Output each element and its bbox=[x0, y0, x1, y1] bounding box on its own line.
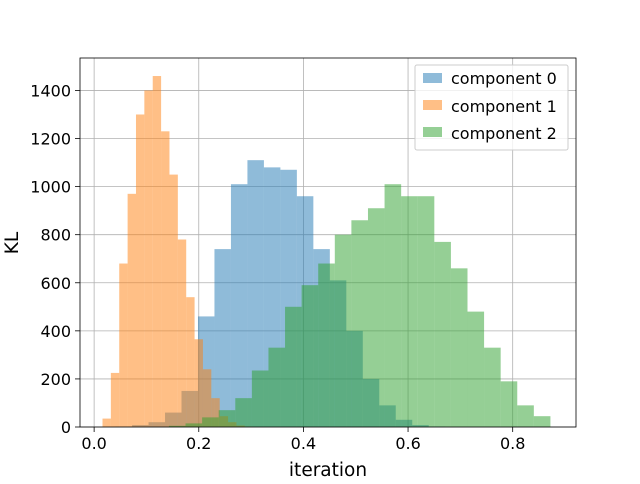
bar-component-2-bin-4 bbox=[235, 398, 252, 427]
legend-label-component-1: component 1 bbox=[451, 97, 557, 116]
bar-component-1-bin-6 bbox=[153, 76, 161, 427]
x-axis-label: iteration bbox=[289, 460, 367, 480]
legend-label-component-0: component 0 bbox=[451, 69, 557, 88]
bar-component-2-bin-2 bbox=[202, 417, 219, 427]
bar-component-2-bin-6 bbox=[268, 348, 285, 427]
bar-component-2-bin-10 bbox=[335, 235, 352, 427]
bar-component-2-bin-7 bbox=[285, 307, 302, 427]
x-tick-label-0: 0.0 bbox=[81, 434, 106, 453]
y-axis-ticks: 0 200 400 600 800 1000 1200 1400 bbox=[30, 81, 80, 437]
bar-component-1-bin-0 bbox=[103, 419, 111, 427]
bar-component-1-bin-2 bbox=[119, 264, 127, 427]
bar-component-2-bin-21 bbox=[517, 405, 534, 427]
legend-swatch-component-2 bbox=[423, 127, 442, 137]
bar-component-2-bin-18 bbox=[467, 312, 484, 427]
y-tick-label-2: 400 bbox=[40, 322, 71, 341]
y-axis-label: KL bbox=[2, 231, 23, 254]
bar-component-2-bin-11 bbox=[351, 220, 368, 427]
bar-component-2-bin-17 bbox=[451, 268, 468, 427]
bar-component-0-bin-7 bbox=[231, 184, 247, 427]
bar-component-2-bin-13 bbox=[385, 184, 402, 427]
y-tick-label-3: 600 bbox=[40, 274, 71, 293]
x-tick-label-4: 0.8 bbox=[500, 434, 525, 453]
bar-component-1-bin-8 bbox=[169, 175, 177, 427]
bar-component-2-bin-15 bbox=[418, 196, 435, 427]
legend: component 0 component 1 component 2 bbox=[415, 65, 568, 150]
bar-component-2-bin-3 bbox=[219, 410, 236, 427]
bar-component-1-bin-1 bbox=[111, 373, 119, 427]
bar-component-2-bin-19 bbox=[484, 348, 501, 427]
bar-component-1-bin-4 bbox=[136, 114, 144, 427]
y-tick-label-5: 1000 bbox=[30, 178, 71, 197]
bar-component-2-bin-1 bbox=[186, 423, 203, 427]
y-tick-label-1: 200 bbox=[40, 370, 71, 389]
bar-component-2-bin-16 bbox=[434, 242, 451, 427]
legend-swatch-component-0 bbox=[423, 73, 442, 83]
bar-component-1-bin-11 bbox=[195, 339, 203, 427]
bar-component-2-bin-14 bbox=[401, 196, 418, 427]
bar-component-1-bin-3 bbox=[128, 194, 136, 427]
bar-component-1-bin-9 bbox=[178, 240, 186, 428]
bar-component-2-bin-20 bbox=[501, 381, 518, 427]
legend-label-component-2: component 2 bbox=[451, 124, 557, 143]
bar-component-2-bin-5 bbox=[252, 371, 269, 427]
bar-component-2-bin-8 bbox=[302, 285, 319, 427]
bar-component-1-bin-7 bbox=[161, 131, 169, 427]
bar-component-2-bin-9 bbox=[318, 264, 335, 427]
y-tick-label-4: 800 bbox=[40, 226, 71, 245]
x-axis-ticks: 0.0 0.2 0.4 0.6 0.8 bbox=[81, 427, 525, 453]
x-tick-label-3: 0.6 bbox=[395, 434, 420, 453]
bar-component-2-bin-22 bbox=[534, 416, 551, 427]
x-tick-label-1: 0.2 bbox=[186, 434, 211, 453]
x-tick-label-2: 0.4 bbox=[291, 434, 316, 453]
y-tick-label-6: 1200 bbox=[30, 130, 71, 149]
y-tick-label-7: 1400 bbox=[30, 81, 71, 100]
bar-component-1-bin-5 bbox=[144, 90, 152, 427]
y-tick-label-0: 0 bbox=[61, 418, 71, 437]
legend-swatch-component-1 bbox=[423, 100, 442, 110]
bar-component-2-bin-12 bbox=[368, 208, 385, 427]
bar-component-1-bin-10 bbox=[186, 297, 194, 427]
